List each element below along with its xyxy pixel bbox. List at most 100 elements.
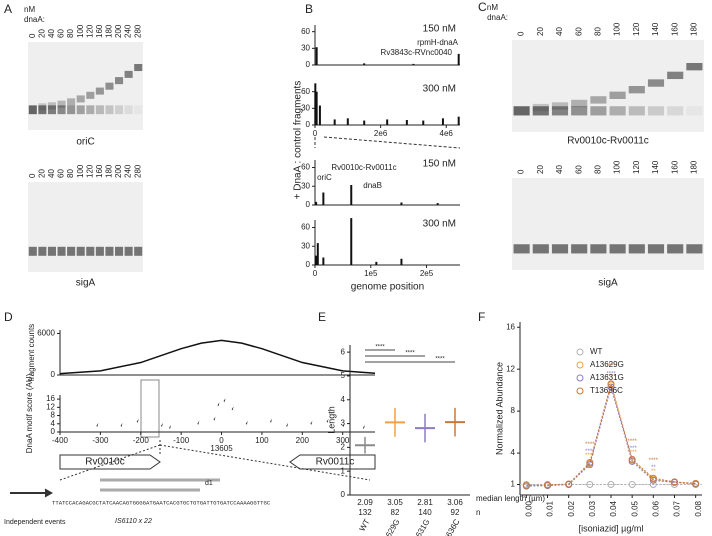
lane-label: 100 (76, 164, 85, 178)
gel-band (57, 105, 66, 115)
gel-band (76, 105, 85, 115)
diagram-arrows (10, 136, 461, 498)
lane-label: 140 (651, 160, 660, 174)
y-tick-label: 0 (306, 200, 311, 209)
x-tick-label: 0.08 (694, 500, 703, 516)
legend-label: WT (590, 347, 603, 356)
significance: **** (627, 450, 637, 456)
bar (316, 243, 319, 265)
y-tick-label: 0 (306, 60, 311, 69)
n-label: 140 (418, 508, 432, 517)
gel-band (686, 63, 703, 71)
lane-label: 60 (57, 29, 66, 38)
lane-label: 160 (95, 24, 104, 38)
panel-label: D (4, 310, 13, 324)
motif-point (270, 418, 272, 423)
gel-band (513, 106, 530, 116)
motif-point (310, 420, 313, 425)
gel-band (95, 87, 104, 95)
gel-band (647, 106, 665, 116)
motif-point (223, 398, 226, 403)
gel-band (124, 70, 133, 78)
gel-band (115, 246, 124, 256)
series-line (526, 385, 696, 487)
lane-label: 180 (105, 164, 114, 178)
annotation: rpmH-dnaA (417, 38, 459, 47)
x-tick-label: 0 (313, 129, 318, 138)
lane-label: 80 (66, 29, 75, 38)
lane-label: 0 (517, 31, 526, 36)
bar (315, 255, 318, 265)
legend-marker (576, 348, 584, 356)
lane-label: 80 (66, 169, 75, 178)
y-tick-label: 60 (301, 223, 310, 232)
lane-label: 180 (105, 24, 114, 38)
gel-band (86, 246, 95, 256)
gel-band (86, 105, 95, 115)
motif-point (160, 422, 163, 427)
y-tick-label: 1 (511, 480, 516, 489)
y-tick-label: 16 (46, 394, 55, 403)
panel-sublabel: 150 nM (423, 24, 456, 35)
motif-point (136, 418, 139, 423)
gel-band (667, 106, 684, 116)
significance: **** (649, 458, 659, 464)
gene-label: Rv0010c (85, 457, 124, 468)
lane-label: 160 (95, 164, 104, 178)
significance: **** (606, 374, 616, 380)
significance: **** (435, 357, 445, 363)
marker (586, 458, 594, 466)
gel-band (628, 106, 645, 116)
y-axis-label: fragment counts (27, 324, 36, 381)
gel-band (551, 244, 569, 254)
y-tick-label: 30 (301, 43, 310, 52)
series-line (526, 383, 696, 487)
lane-label: 120 (632, 22, 641, 36)
category-label: A13629G (377, 518, 402, 536)
side-label: Independent events (4, 519, 66, 526)
lane-label: 40 (47, 169, 56, 178)
significance: **** (627, 446, 637, 452)
significance: ** (651, 465, 656, 471)
marker (649, 476, 657, 484)
y-tick-label: 2 (341, 442, 346, 451)
lane-label: 20 (536, 27, 545, 36)
lane-label: 280 (133, 24, 142, 38)
x-tick-label: -400 (52, 436, 69, 445)
x-tick-label: -100 (173, 436, 190, 445)
motif-point (362, 424, 365, 429)
bar (363, 63, 366, 65)
significance: **** (375, 345, 385, 351)
x-tick-label: -200 (133, 436, 150, 445)
gel-band (115, 105, 124, 115)
y-tick-label: 6000 (37, 329, 55, 338)
bar (441, 118, 444, 125)
marker (586, 481, 594, 489)
motif-point (96, 422, 99, 427)
lane-label: 0 (28, 33, 37, 38)
motif-point (326, 418, 329, 423)
gel-band (628, 86, 645, 94)
significance: ** (651, 469, 656, 475)
lane-label: 40 (555, 27, 564, 36)
marker (586, 461, 594, 469)
annotation: oriC (317, 173, 332, 182)
median-label: 3.06 (447, 498, 463, 507)
bar (375, 261, 378, 265)
bar (318, 105, 321, 125)
lane-label: 200 (114, 24, 123, 38)
x-tick-label: 2e6 (374, 129, 388, 138)
y-tick-label: 30 (301, 241, 310, 250)
annotation: dnaB (363, 181, 382, 190)
gel-band (76, 246, 85, 256)
lane-label: 160 (670, 160, 679, 174)
gel-band (571, 244, 588, 254)
gel-band (134, 246, 143, 256)
lane-label: 60 (574, 27, 583, 36)
gel-band (115, 77, 124, 85)
panel-label: A (4, 2, 12, 16)
bar (322, 257, 325, 265)
gel-band (532, 106, 549, 116)
motif-point (286, 422, 289, 427)
motif-point (217, 402, 220, 407)
